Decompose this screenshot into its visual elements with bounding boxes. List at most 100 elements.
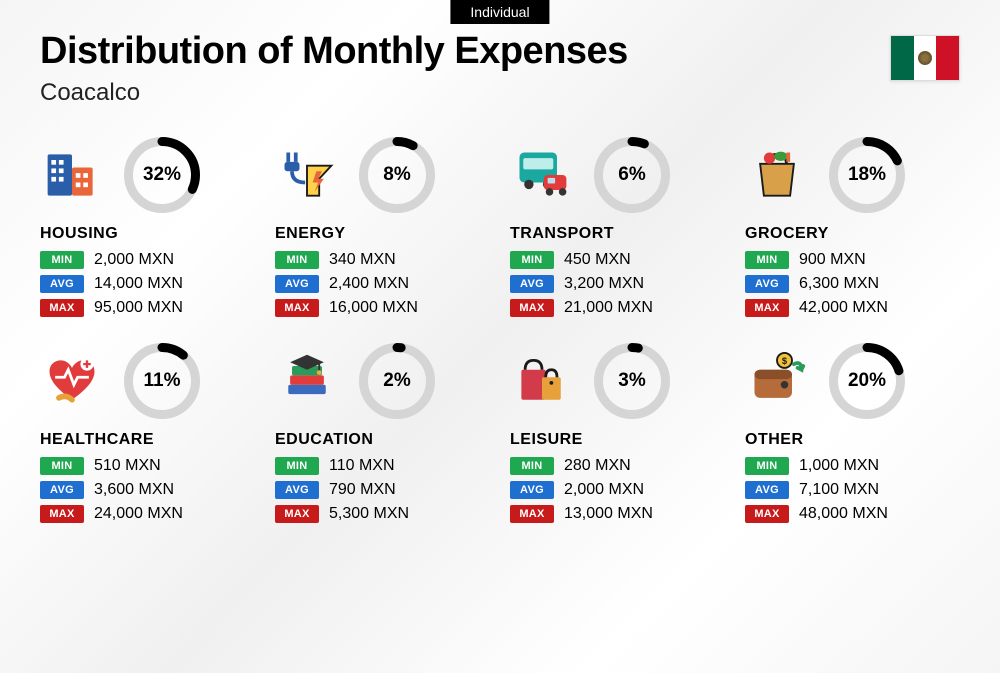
- pct-label: 18%: [829, 137, 905, 213]
- max-badge: MAX: [275, 505, 319, 523]
- avg-value: 3,200 MXN: [564, 275, 644, 293]
- max-value: 5,300 MXN: [329, 505, 409, 523]
- pct-label: 20%: [829, 343, 905, 419]
- stat-min: MIN 340 MXN: [275, 251, 490, 269]
- pct-label: 32%: [124, 137, 200, 213]
- pct-label: 3%: [594, 343, 670, 419]
- stat-max: MAX 24,000 MXN: [40, 505, 255, 523]
- avg-value: 6,300 MXN: [799, 275, 879, 293]
- category-card-leisure: 3% LEISURE MIN 280 MXN AVG 2,000 MXN MAX…: [510, 343, 725, 529]
- stat-min: MIN 110 MXN: [275, 457, 490, 475]
- grocery-icon: [745, 143, 809, 207]
- min-badge: MIN: [275, 457, 319, 475]
- stat-max: MAX 13,000 MXN: [510, 505, 725, 523]
- max-badge: MAX: [275, 299, 319, 317]
- page-subtitle: Coacalco: [40, 79, 960, 107]
- avg-value: 3,600 MXN: [94, 481, 174, 499]
- min-badge: MIN: [510, 251, 554, 269]
- min-badge: MIN: [745, 251, 789, 269]
- min-badge: MIN: [275, 251, 319, 269]
- category-card-grocery: 18% GROCERY MIN 900 MXN AVG 6,300 MXN MA…: [745, 137, 960, 323]
- leisure-icon: [510, 349, 574, 413]
- stat-max: MAX 16,000 MXN: [275, 299, 490, 317]
- category-card-other: $ 20% OTHER MIN 1,000 MXN AVG 7,100 MXN …: [745, 343, 960, 529]
- avg-value: 2,000 MXN: [564, 481, 644, 499]
- avg-badge: AVG: [40, 481, 84, 499]
- transport-icon: [510, 143, 574, 207]
- min-value: 510 MXN: [94, 457, 161, 475]
- min-badge: MIN: [40, 251, 84, 269]
- stat-max: MAX 21,000 MXN: [510, 299, 725, 317]
- pct-donut: 11%: [124, 343, 200, 419]
- healthcare-icon: [40, 349, 104, 413]
- min-badge: MIN: [510, 457, 554, 475]
- pct-donut: 6%: [594, 137, 670, 213]
- category-name: ENERGY: [275, 225, 490, 243]
- stat-avg: AVG 6,300 MXN: [745, 275, 960, 293]
- stat-min: MIN 2,000 MXN: [40, 251, 255, 269]
- stat-max: MAX 95,000 MXN: [40, 299, 255, 317]
- min-value: 110 MXN: [329, 457, 395, 475]
- category-name: HEALTHCARE: [40, 431, 255, 449]
- category-card-education: 2% EDUCATION MIN 110 MXN AVG 790 MXN MAX…: [275, 343, 490, 529]
- max-value: 48,000 MXN: [799, 505, 888, 523]
- category-name: TRANSPORT: [510, 225, 725, 243]
- avg-badge: AVG: [510, 275, 554, 293]
- pct-label: 2%: [359, 343, 435, 419]
- stat-max: MAX 5,300 MXN: [275, 505, 490, 523]
- avg-badge: AVG: [745, 481, 789, 499]
- energy-icon: [275, 143, 339, 207]
- pct-donut: 3%: [594, 343, 670, 419]
- stat-avg: AVG 14,000 MXN: [40, 275, 255, 293]
- max-badge: MAX: [40, 299, 84, 317]
- min-value: 2,000 MXN: [94, 251, 174, 269]
- min-value: 900 MXN: [799, 251, 866, 269]
- category-name: EDUCATION: [275, 431, 490, 449]
- other-icon: $: [745, 349, 809, 413]
- min-badge: MIN: [40, 457, 84, 475]
- pct-donut: 32%: [124, 137, 200, 213]
- stat-min: MIN 1,000 MXN: [745, 457, 960, 475]
- category-card-housing: 32% HOUSING MIN 2,000 MXN AVG 14,000 MXN…: [40, 137, 255, 323]
- stat-avg: AVG 790 MXN: [275, 481, 490, 499]
- header: Distribution of Monthly Expenses Coacalc…: [0, 0, 1000, 117]
- max-badge: MAX: [40, 505, 84, 523]
- category-card-healthcare: 11% HEALTHCARE MIN 510 MXN AVG 3,600 MXN…: [40, 343, 255, 529]
- max-badge: MAX: [510, 299, 554, 317]
- category-name: GROCERY: [745, 225, 960, 243]
- category-name: OTHER: [745, 431, 960, 449]
- stat-avg: AVG 2,400 MXN: [275, 275, 490, 293]
- svg-text:$: $: [782, 356, 788, 366]
- pct-donut: 20%: [829, 343, 905, 419]
- stat-avg: AVG 7,100 MXN: [745, 481, 960, 499]
- max-value: 24,000 MXN: [94, 505, 183, 523]
- min-badge: MIN: [745, 457, 789, 475]
- max-value: 21,000 MXN: [564, 299, 653, 317]
- stat-min: MIN 510 MXN: [40, 457, 255, 475]
- max-badge: MAX: [745, 505, 789, 523]
- mexico-flag-icon: [890, 35, 960, 81]
- category-name: HOUSING: [40, 225, 255, 243]
- min-value: 340 MXN: [329, 251, 396, 269]
- avg-value: 7,100 MXN: [799, 481, 879, 499]
- stat-avg: AVG 3,200 MXN: [510, 275, 725, 293]
- min-value: 280 MXN: [564, 457, 631, 475]
- avg-badge: AVG: [275, 481, 319, 499]
- stat-min: MIN 450 MXN: [510, 251, 725, 269]
- avg-badge: AVG: [745, 275, 789, 293]
- min-value: 1,000 MXN: [799, 457, 879, 475]
- max-value: 95,000 MXN: [94, 299, 183, 317]
- stat-max: MAX 48,000 MXN: [745, 505, 960, 523]
- stat-min: MIN 900 MXN: [745, 251, 960, 269]
- avg-badge: AVG: [275, 275, 319, 293]
- pct-donut: 18%: [829, 137, 905, 213]
- pct-donut: 8%: [359, 137, 435, 213]
- avg-value: 2,400 MXN: [329, 275, 409, 293]
- stat-avg: AVG 2,000 MXN: [510, 481, 725, 499]
- min-value: 450 MXN: [564, 251, 631, 269]
- stat-avg: AVG 3,600 MXN: [40, 481, 255, 499]
- education-icon: [275, 349, 339, 413]
- avg-badge: AVG: [510, 481, 554, 499]
- pct-label: 8%: [359, 137, 435, 213]
- stat-min: MIN 280 MXN: [510, 457, 725, 475]
